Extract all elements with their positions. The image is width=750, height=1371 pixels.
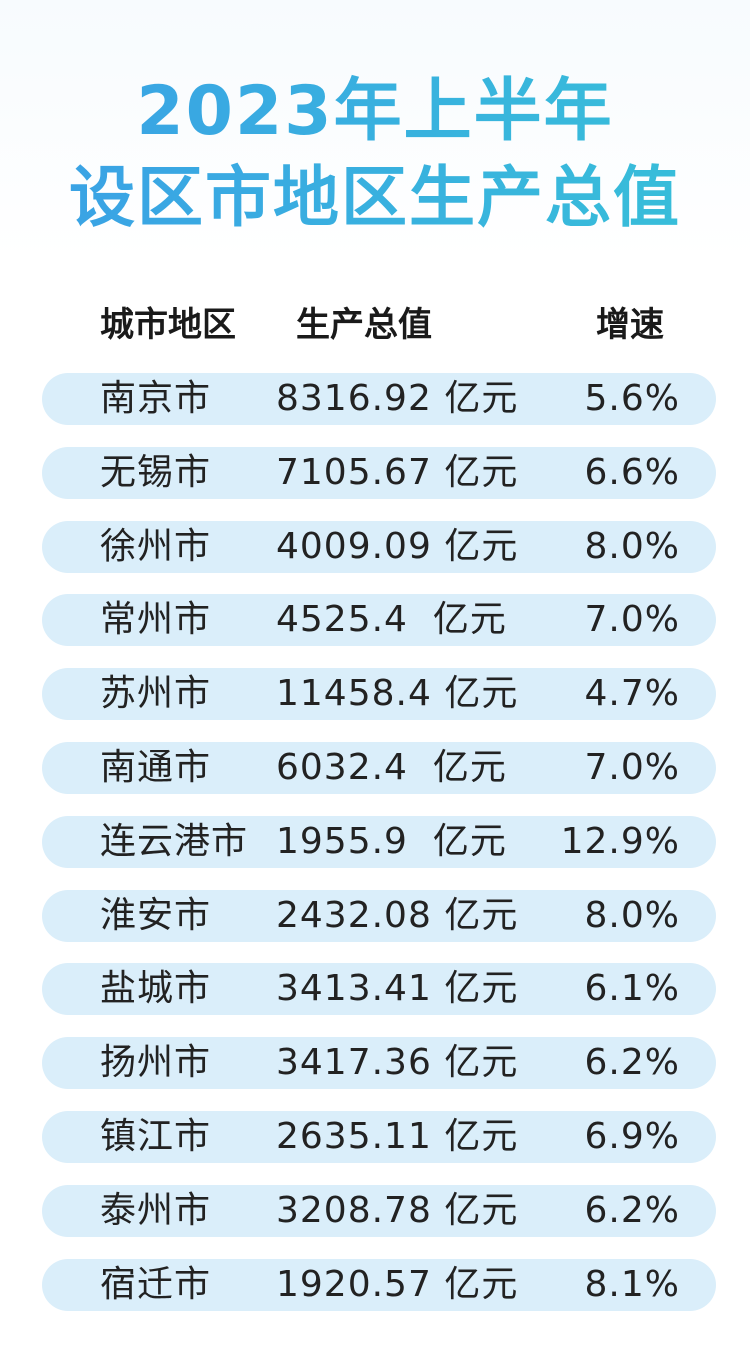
table-row: 无锡市 7105.67 亿元 6.6% (42, 446, 716, 499)
growth-rate: 8.1% (584, 1263, 680, 1305)
gdp-value: 6032.4 亿元 (276, 747, 507, 788)
table-row: 宿迁市 1920.57 亿元 8.1% (42, 1258, 716, 1311)
table-row: 常州市 4525.4 亿元 7.0% (42, 594, 716, 647)
growth-rate: 6.9% (584, 1116, 680, 1157)
city-name: 南通市 (100, 747, 212, 788)
table-row: 南通市 6032.4 亿元 7.0% (42, 742, 716, 794)
table-row: 泰州市 3208.78 亿元 6.2% (42, 1184, 716, 1237)
header-growth: 增速 (596, 305, 664, 345)
growth-rate: 6.2% (584, 1042, 680, 1084)
table-row: 南京市 8316.92 亿元 5.6% (42, 373, 716, 425)
table-row: 淮安市 2432.08 亿元 8.0% (42, 889, 716, 942)
gdp-value: 2635.11 亿元 (276, 1116, 519, 1157)
gdp-value: 4009.09 亿元 (276, 525, 519, 567)
growth-rate: 6.2% (584, 1189, 680, 1231)
growth-rate: 7.0% (584, 599, 680, 641)
table-row: 苏州市 11458.4 亿元 4.7% (42, 668, 716, 721)
gdp-value: 11458.4 亿元 (276, 673, 519, 715)
city-name: 徐州市 (100, 525, 212, 567)
gdp-value: 1955.9 亿元 (276, 820, 507, 862)
gdp-value: 3417.36 亿元 (276, 1042, 519, 1084)
city-name: 扬州市 (100, 1042, 212, 1084)
growth-rate: 5.6% (584, 378, 680, 419)
city-name: 盐城市 (100, 968, 212, 1010)
gdp-value: 2432.08 亿元 (276, 894, 519, 936)
city-name: 无锡市 (100, 451, 212, 493)
city-name: 南京市 (100, 378, 212, 419)
gdp-value: 3208.78 亿元 (276, 1189, 519, 1231)
table-row: 连云港市 1955.9 亿元 12.9% (42, 815, 716, 868)
growth-rate: 7.0% (584, 747, 680, 788)
growth-rate: 4.7% (584, 673, 680, 715)
growth-rate: 6.6% (584, 451, 680, 493)
title-line-2: 设区市地区生产总值 (0, 158, 750, 238)
header-gdp: 生产总值 (296, 305, 432, 345)
growth-rate: 8.0% (584, 894, 680, 936)
gdp-value: 1920.57 亿元 (276, 1263, 519, 1305)
table-row: 扬州市 3417.36 亿元 6.2% (42, 1037, 716, 1090)
city-name: 淮安市 (100, 894, 212, 936)
city-name: 镇江市 (100, 1116, 212, 1157)
header-city: 城市地区 (100, 305, 236, 345)
growth-rate: 6.1% (584, 968, 680, 1010)
city-name: 泰州市 (100, 1189, 212, 1231)
city-name: 连云港市 (100, 820, 249, 862)
city-name: 苏州市 (100, 673, 212, 715)
growth-rate: 8.0% (584, 525, 680, 567)
gdp-value: 7105.67 亿元 (276, 451, 519, 493)
gdp-value: 4525.4 亿元 (276, 599, 507, 641)
table-row: 镇江市 2635.11 亿元 6.9% (42, 1111, 716, 1163)
gdp-value: 8316.92 亿元 (276, 378, 519, 419)
table-row: 徐州市 4009.09 亿元 8.0% (42, 520, 716, 573)
growth-rate: 12.9% (560, 820, 680, 862)
title-line-1: 2023年上半年 (0, 72, 750, 152)
gdp-value: 3413.41 亿元 (276, 968, 519, 1010)
table-row: 盐城市 3413.41 亿元 6.1% (42, 963, 716, 1016)
city-name: 宿迁市 (100, 1263, 212, 1305)
city-name: 常州市 (100, 599, 212, 641)
table-header: 城市地区 生产总值 增速 (0, 300, 750, 350)
